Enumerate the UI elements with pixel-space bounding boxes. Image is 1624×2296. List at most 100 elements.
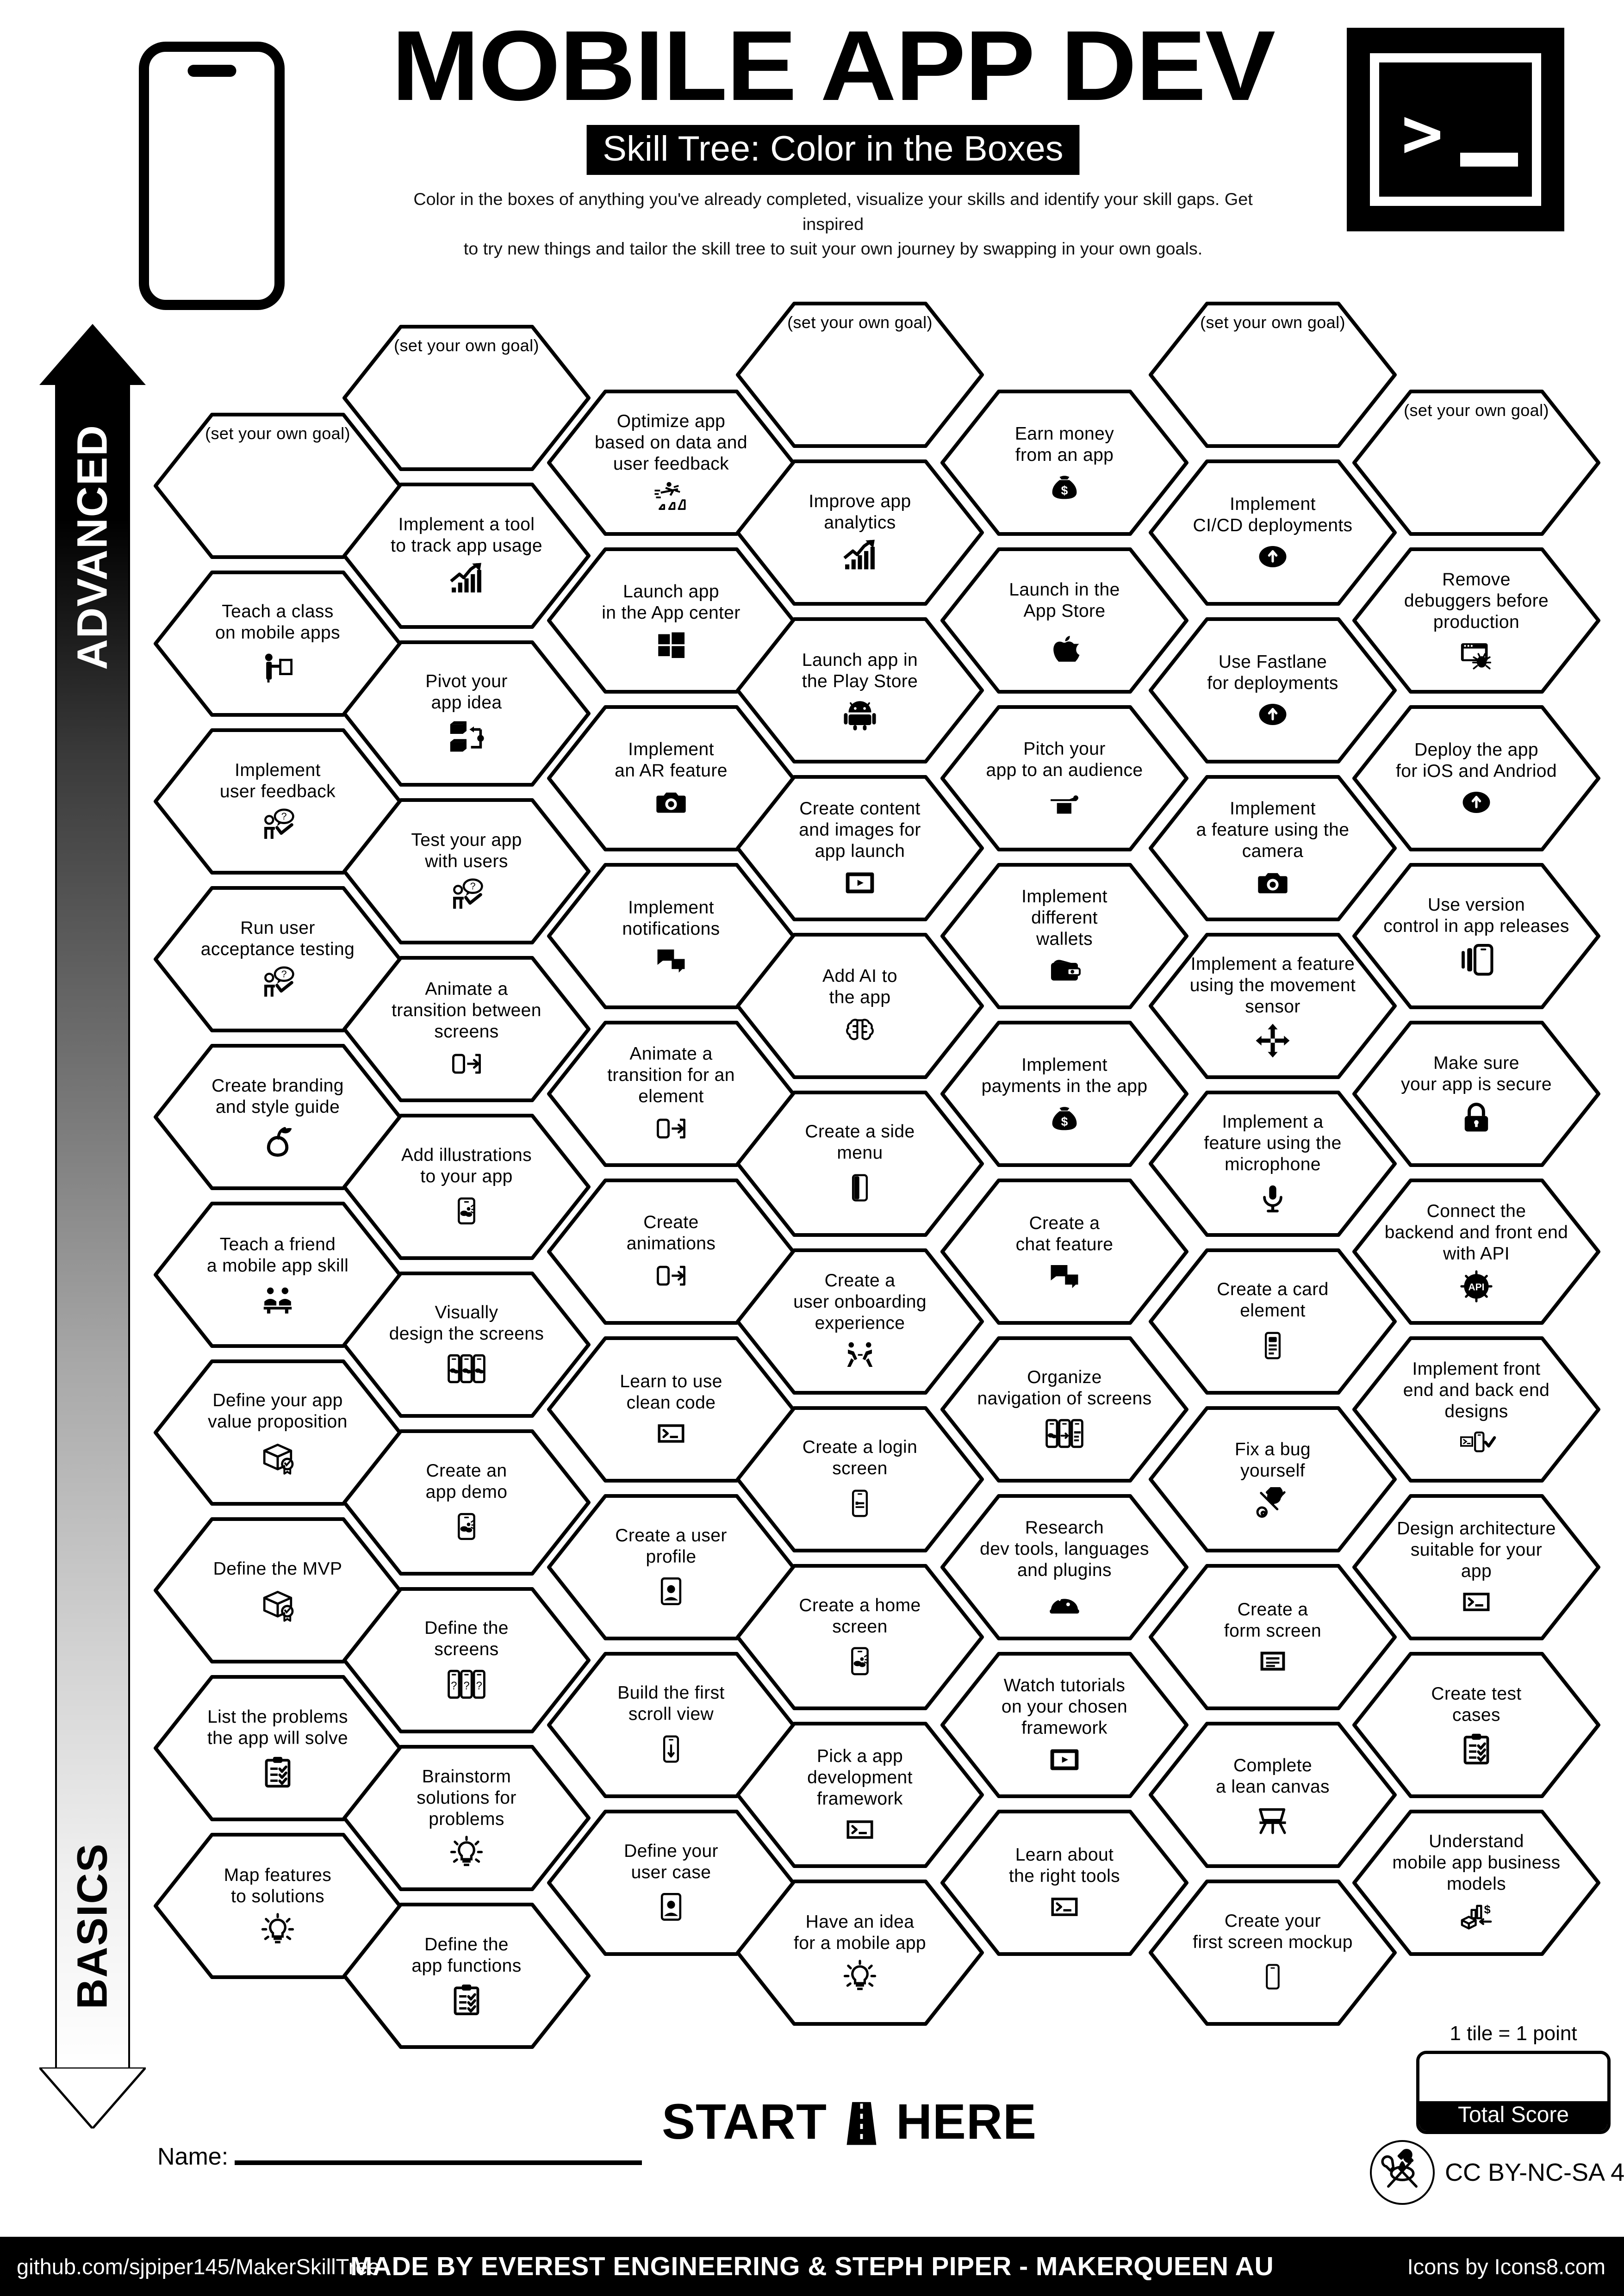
skill-tile-label-line: Implement — [235, 760, 321, 780]
intro-paragraph: Color in the boxes of anything you've al… — [399, 187, 1268, 261]
skill-tile[interactable]: Make sure your app is secure — [1351, 1020, 1601, 1168]
skill-tile[interactable]: Run user acceptance testing ? — [153, 885, 403, 1033]
skill-tile-content: Make sure your app is secure — [1351, 1020, 1601, 1168]
skill-tile[interactable]: Connect the backend and front end with API… — [1351, 1178, 1601, 1326]
skill-tile[interactable]: Understand mobile app business models $ — [1351, 1809, 1601, 1957]
skill-tile-label: Implement different wallets — [1021, 886, 1108, 950]
skill-tile-label: Build the first scroll view — [617, 1682, 724, 1725]
skill-tile[interactable]: Launch app in the Play Store — [735, 616, 985, 764]
skill-tile-label: Run user acceptance testing — [201, 918, 355, 960]
skill-tile[interactable]: Research dev tools, languages and plugins — [940, 1493, 1189, 1641]
skill-tile[interactable]: Pick a app development framework — [735, 1721, 985, 1869]
skill-tile[interactable]: Brainstorm solutions for problems — [342, 1744, 591, 1892]
skill-tile-label-line: Define the — [424, 1934, 509, 1955]
skill-tile[interactable]: Launch in the App Store — [940, 546, 1189, 695]
skill-tile[interactable]: Define the app functions — [342, 1902, 591, 2050]
skill-tile-label: Define your user case — [624, 1841, 718, 1883]
score-value-field[interactable] — [1419, 2054, 1607, 2101]
skill-tile[interactable]: Design architecture suitable for your app — [1351, 1493, 1601, 1641]
skill-tile-label: (set your own goal) — [1404, 401, 1549, 420]
page-footer: github.com/sjpiper145/MakerSkillTree MAD… — [0, 2237, 1624, 2296]
skill-tile[interactable]: Animate a transition between screens — [342, 955, 591, 1103]
skill-tile[interactable]: (set your own goal) — [1148, 301, 1398, 449]
skill-tile[interactable]: Launch app in the App center — [546, 546, 796, 695]
name-field-row[interactable]: Name: — [157, 2145, 642, 2169]
skill-tile[interactable]: Use Fastlane for deployments — [1148, 616, 1398, 764]
skill-tile[interactable]: Create a user onboarding experience — [735, 1247, 985, 1396]
skill-tile[interactable]: Define your user case — [546, 1809, 796, 1957]
skill-tile[interactable]: Have an idea for a mobile app — [735, 1879, 985, 2027]
skill-tile[interactable]: Teach a friend a mobile app skill — [153, 1201, 403, 1349]
skill-tile-content: Create a user profile — [546, 1493, 796, 1641]
skill-tile[interactable]: Fix a bug yourself — [1148, 1405, 1398, 1553]
skill-tile[interactable]: Implement payments in the app $ — [940, 1020, 1189, 1168]
skill-tile[interactable]: Pitch your app to an audience — [940, 704, 1189, 852]
svg-text:?: ? — [470, 881, 476, 892]
skill-tile-label: Create your first screen mockup — [1193, 1911, 1353, 1953]
screen-transition-icon — [654, 1113, 688, 1144]
skill-tile[interactable]: Create a login screen — [735, 1405, 985, 1553]
skill-tile-label-line: Create — [643, 1212, 699, 1232]
skill-tile[interactable]: Implement notifications — [546, 862, 796, 1010]
skill-tile[interactable]: Watch tutorials on your chosen framework — [940, 1651, 1189, 1799]
skill-tile-label-line: Design architecture — [1397, 1518, 1556, 1539]
skill-tile[interactable]: Implement a feature using the microphone — [1148, 1090, 1398, 1238]
skill-tile[interactable]: Create a card element — [1148, 1247, 1398, 1396]
skill-tile[interactable]: Create a chat feature — [940, 1178, 1189, 1326]
skill-tile-content: (set your own goal) — [1148, 301, 1398, 449]
skill-tile[interactable]: Create a home screen — [735, 1563, 985, 1711]
total-score-box[interactable]: Total Score — [1416, 2051, 1611, 2134]
skill-tile[interactable]: Implement user feedback ? — [153, 727, 403, 875]
skill-tile[interactable]: Add AI to the app — [735, 932, 985, 1080]
skill-tile[interactable]: Teach a class on mobile apps — [153, 570, 403, 718]
skill-tile[interactable]: Define the screens ??? — [342, 1586, 591, 1734]
skill-tile[interactable]: Implement a tool to track app usage — [342, 482, 591, 630]
skill-tile-label-line: transition between — [392, 1000, 541, 1020]
skill-tile[interactable]: Implement a feature using the movement sen… — [1148, 932, 1398, 1080]
skill-tile[interactable]: Create an app demo — [342, 1428, 591, 1576]
skill-tile[interactable]: Use version control in app releases — [1351, 862, 1601, 1010]
skill-tile[interactable]: Complete a lean canvas — [1148, 1721, 1398, 1869]
skill-tile[interactable]: Create your first screen mockup — [1148, 1879, 1398, 2027]
skill-tile[interactable]: Implement a feature using the camera — [1148, 774, 1398, 922]
skill-tile[interactable]: Animate a transition for an element — [546, 1020, 796, 1168]
skill-tile-label: Implement a feature using the movement sen… — [1190, 954, 1356, 1018]
footer-icons-credit[interactable]: Icons by Icons8.com — [1407, 2254, 1605, 2279]
footer-repo-link[interactable]: github.com/sjpiper145/MakerSkillTree — [17, 2254, 380, 2279]
skill-tile[interactable]: Implement front end and back end designs — [1351, 1335, 1601, 1483]
skill-tile[interactable]: Visually design the screens — [342, 1271, 591, 1419]
skill-tile[interactable]: Create a form screen — [1148, 1563, 1398, 1711]
skill-tile[interactable]: Create a side menu — [735, 1090, 985, 1238]
skill-tile[interactable]: Implement different wallets — [940, 862, 1189, 1010]
phone-notch — [187, 65, 236, 77]
skill-tile[interactable]: Define your app value proposition — [153, 1359, 403, 1507]
skill-tile[interactable]: Improve app analytics — [735, 459, 985, 607]
page-title: MOBILE APP DEV — [392, 10, 1276, 121]
skill-tile[interactable]: Learn about the right tools — [940, 1809, 1189, 1957]
skill-tile[interactable]: Define the MVP — [153, 1516, 403, 1664]
microphone-icon — [1258, 1181, 1288, 1216]
screen-transition-icon — [450, 1048, 483, 1080]
skill-tile-label-line: transition for an — [607, 1065, 735, 1085]
skill-tile[interactable]: Organize navigation of screens — [940, 1335, 1189, 1483]
skill-tile[interactable]: Earn money from an app $ — [940, 389, 1189, 537]
skill-tile[interactable]: Implement an AR feature — [546, 704, 796, 852]
skill-tile[interactable]: (set your own goal) — [735, 301, 985, 449]
skill-tile[interactable]: Implement CI/CD deployments — [1148, 459, 1398, 607]
skill-tile[interactable]: Remove debuggers before production — [1351, 546, 1601, 695]
skill-tile[interactable]: Create test cases — [1351, 1651, 1601, 1799]
skill-tile[interactable]: (set your own goal) — [1351, 389, 1601, 537]
skill-tile-label-line: yourself — [1240, 1461, 1305, 1481]
skill-tile-label-line: the right tools — [1008, 1866, 1120, 1886]
skill-tile[interactable]: Create content and images for app launch — [735, 774, 985, 922]
skill-tile[interactable]: Pivot your app idea — [342, 639, 591, 788]
skill-tile-label-line: end and back end — [1403, 1380, 1550, 1400]
skill-tile[interactable]: Test your app with users ? — [342, 797, 591, 945]
skill-tile[interactable]: (set your own goal) — [342, 324, 591, 472]
skill-tile-label-line: Create a card — [1217, 1279, 1329, 1299]
skill-tile[interactable]: Deploy the app for iOS and Andriod — [1351, 704, 1601, 852]
skill-tile-label: Make sure your app is secure — [1401, 1053, 1552, 1095]
name-input-line[interactable] — [235, 2160, 642, 2165]
skill-tile[interactable]: Add illustrations to your app — [342, 1113, 591, 1261]
skill-tile-label-line: and style guide — [215, 1097, 340, 1117]
